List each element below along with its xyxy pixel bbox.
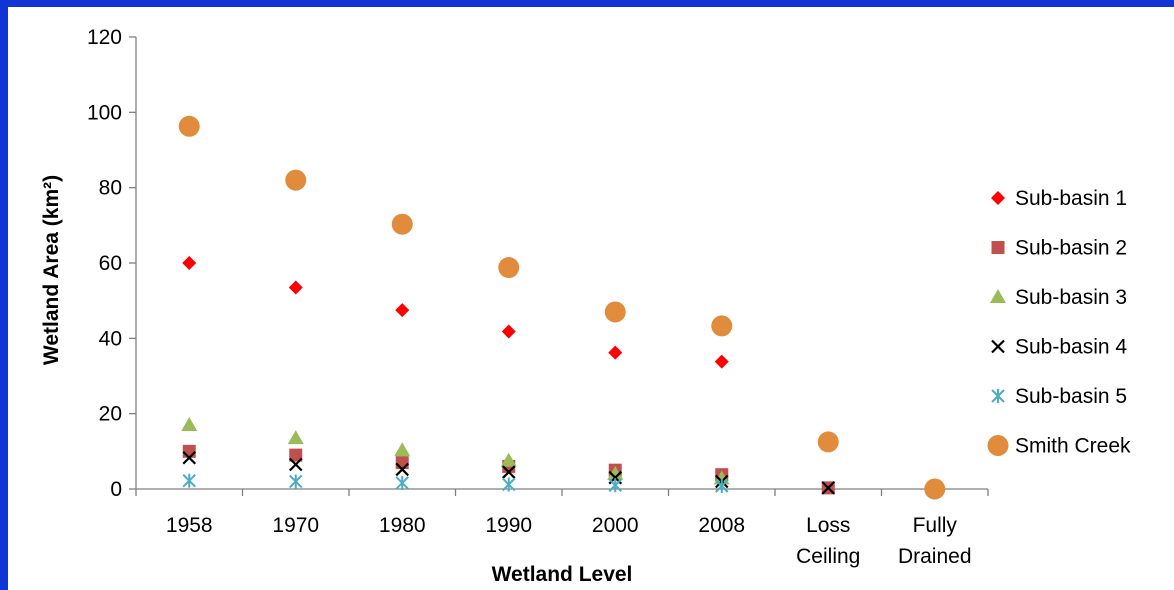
y-tick-label: 100: [87, 101, 122, 124]
series-smith-creek: [178, 115, 946, 500]
legend-item: Sub-basin 2: [991, 237, 1127, 260]
data-point: [821, 481, 836, 495]
legend-item: Sub-basin 4: [991, 336, 1127, 359]
data-point: [289, 448, 303, 462]
x-stroke: [821, 481, 836, 495]
data-point: [501, 324, 516, 339]
series-sub-basin-3: [181, 416, 730, 485]
legend-marker: [991, 389, 1005, 403]
legend-item: Sub-basin 3: [990, 286, 1127, 309]
data-point: [715, 478, 729, 493]
data-point: [395, 303, 410, 318]
data-point: [178, 115, 200, 137]
data-point: [288, 280, 303, 295]
y-tick-label: 20: [99, 403, 122, 426]
data-point: [604, 301, 626, 323]
x-tick-label: 2008: [698, 514, 745, 537]
data-point: [817, 431, 839, 453]
data-point: [395, 462, 410, 477]
data-point: [181, 416, 198, 431]
y-axis-title: Wetland Area (km²): [40, 175, 63, 365]
data-point: [608, 345, 623, 360]
data-point: [501, 465, 516, 479]
x-axis-ticks: 1958 1970 1980 1990 2000 2008 Loss Ceiling Fully…: [135, 489, 989, 568]
series-sub-basin-1: [182, 256, 729, 369]
x-stroke: [395, 462, 410, 477]
data-point: [289, 474, 303, 489]
legend-marker: [991, 339, 1005, 354]
legend-marker: [991, 241, 1005, 254]
x-stroke: [288, 457, 303, 472]
data-point: [924, 478, 946, 500]
y-tick-label: 120: [87, 26, 122, 49]
y-axis-ticks: 0 20 40 60 80 100 120: [87, 26, 136, 501]
x-stroke: [501, 465, 516, 479]
legend-marker: [990, 289, 1006, 303]
legend: Sub-basin 1 Sub-basin 2 Sub-basin 3 Sub-bas…: [987, 187, 1131, 458]
data-point: [500, 452, 517, 467]
data-point: [711, 315, 733, 337]
legend-label: Sub-basin 2: [1015, 237, 1127, 260]
series-sub-basin-5: [182, 473, 729, 493]
data-point: [395, 456, 409, 470]
data-point: [608, 478, 622, 493]
axes: [135, 37, 988, 490]
x-tick-label: 1970: [272, 514, 319, 537]
data-point: [182, 473, 196, 488]
data-point: [395, 475, 409, 490]
data-point: [182, 450, 197, 465]
y-tick-label: 0: [110, 478, 122, 501]
y-tick-label: 60: [99, 252, 122, 275]
x-tick-label: 2000: [592, 514, 639, 537]
data-point: [498, 257, 520, 279]
legend-label: Sub-basin 5: [1015, 385, 1127, 408]
data-point: [714, 354, 729, 369]
data-point: [288, 457, 303, 472]
y-tick-label: 80: [99, 177, 122, 200]
legend-label: Sub-basin 3: [1015, 286, 1127, 309]
data-point: [182, 256, 197, 270]
x-stroke: [182, 450, 197, 465]
data-point: [285, 169, 307, 191]
legend-label: Sub-basin 4: [1015, 336, 1127, 359]
data-point: [182, 444, 196, 458]
legend-item: Smith Creek: [987, 435, 1131, 458]
data-point: [502, 477, 516, 492]
data-point: [391, 213, 413, 235]
x-stroke: [991, 339, 1005, 354]
x-tick-label: 1990: [485, 514, 532, 537]
x-axis-title: Wetland Level: [492, 563, 633, 586]
y-tick-label: 40: [99, 327, 122, 350]
data-points: [178, 115, 946, 500]
wetland-area-chart: 0 20 40 60 80 100 120 1958 1970 1980 1990 2000 2008…: [40, 26, 1131, 586]
x-tick-label: Loss Ceiling: [796, 514, 860, 568]
legend-label: Sub-basin 1: [1015, 187, 1127, 210]
x-tick-label: 1980: [379, 514, 426, 537]
data-point: [607, 465, 624, 480]
legend-marker: [987, 435, 1009, 456]
legend-item: Sub-basin 1: [991, 187, 1127, 210]
x-tick-label: Fully Drained: [898, 514, 972, 568]
legend-item: Sub-basin 5: [991, 385, 1127, 408]
legend-marker: [991, 191, 1005, 205]
legend-label: Smith Creek: [1015, 435, 1131, 458]
data-point: [287, 430, 304, 445]
x-tick-label: 1958: [166, 514, 213, 537]
data-point: [394, 442, 411, 457]
chart-panel: 0 20 40 60 80 100 120 1958 1970 1980 1990 2000 2008…: [8, 7, 1174, 590]
